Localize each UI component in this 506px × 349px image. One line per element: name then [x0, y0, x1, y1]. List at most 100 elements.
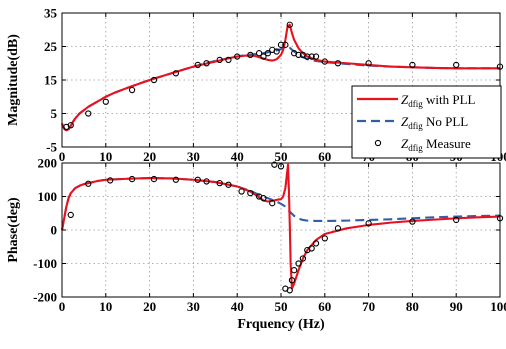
magnitude-measure-point [255, 50, 263, 57]
magnitude-measure-point [234, 53, 241, 60]
magnitude-measure-point [286, 21, 293, 28]
magnitude-ytick-label: 35 [44, 6, 58, 21]
phase-measure-point [128, 175, 136, 183]
legend: Zdfig with PLL Zdfig No PLL Zdfig Measur… [351, 85, 502, 159]
magnitude-xtick-label: 20 [143, 149, 156, 164]
phase-measure-point [288, 277, 296, 284]
magnitude-ytick-label: 5 [51, 106, 58, 121]
phase-xtick-label: 0 [59, 299, 66, 314]
magnitude-measure-point [67, 122, 74, 129]
phase-ytick-label: 0 [51, 223, 58, 238]
phase-series [60, 161, 504, 294]
phase-grid [62, 163, 500, 297]
magnitude-panel: -551525350102030405060708090100 Magnitud… [6, 6, 506, 165]
phase-measure-point [203, 178, 210, 185]
phase-xtick-label: 30 [187, 299, 200, 314]
phase-xtick-label: 60 [318, 299, 331, 314]
phase-measure-point [312, 240, 320, 247]
phase-xtick-label: 20 [143, 299, 156, 314]
phase-measure-point [172, 176, 180, 183]
magnitude-ytick-label: 25 [44, 39, 58, 54]
phase-measure-point [150, 175, 158, 183]
magnitude-ytick-label: -5 [46, 140, 57, 155]
phase-measure-point [286, 287, 293, 294]
magnitude-xtick-label: 10 [99, 149, 112, 164]
magnitude-measure-point [150, 76, 158, 84]
phase-ytick-label: -200 [33, 290, 57, 305]
phase-measure-point [299, 255, 307, 262]
phase-xtick-label: 10 [99, 299, 112, 314]
phase-ytick-label: 100 [38, 189, 58, 204]
phase-xtick-label: 50 [275, 299, 288, 314]
phase-measure-point [107, 177, 114, 184]
magnitude-xtick-label: 50 [275, 149, 288, 164]
phase-measure-point [290, 267, 298, 274]
phase-xtick-label: 40 [231, 299, 244, 314]
magnitude-measure-point [365, 60, 372, 67]
legend-marker-measure [374, 139, 382, 147]
magnitude-measure-point [128, 86, 136, 94]
magnitude-xtick-label: 0 [59, 149, 66, 164]
legend-label-measure: Zdfig Measure [401, 136, 471, 153]
phase-measure-point [334, 225, 342, 232]
phase-ytick-label: -100 [33, 256, 57, 271]
phase-measure-point [194, 176, 201, 183]
magnitude-measure-point [304, 53, 311, 60]
magnitude-xtick-label: 40 [231, 149, 244, 164]
phase-measure-point [308, 245, 315, 252]
magnitude-xtick-label: 30 [187, 149, 200, 164]
phase-xtick-label: 90 [450, 299, 463, 314]
magnitude-measure-point [194, 61, 201, 69]
phase-measure-point [409, 218, 416, 225]
magnitude-measure-point [453, 61, 460, 69]
legend-entry-measure: Zdfig Measure [374, 136, 471, 153]
magnitude-measure-point [264, 50, 272, 57]
magnitude-xtick-label: 60 [318, 149, 331, 164]
phase-ylabel: Phase(deg) [6, 197, 21, 263]
phase-measure-point [216, 179, 223, 187]
magnitude-measure-point [312, 53, 320, 60]
legend-label-with-pll: Zdfig with PLL [401, 92, 476, 109]
phase-measure-point [365, 220, 372, 227]
phase-measure-point [67, 211, 74, 219]
magnitude-measure-point [277, 41, 285, 48]
phase-xtick-label: 80 [406, 299, 419, 314]
phase-measure-point [453, 216, 460, 224]
magnitude-measure-point [102, 98, 109, 105]
phase-measure-point [271, 161, 278, 168]
magnitude-measure-point [216, 56, 223, 64]
magnitude-ytick-label: 15 [44, 73, 58, 88]
phase-xtick-label: 70 [362, 299, 375, 314]
magnitude-measure-point [308, 53, 315, 60]
phase-measure-point [260, 195, 267, 202]
phase-measure-point [238, 188, 245, 195]
phase-measure-point [85, 180, 92, 187]
legend-label-no-pll: Zdfig No PLL [401, 114, 468, 131]
legend-entry-with-pll: Zdfig with PLL [357, 92, 476, 109]
magnitude-measure-point [321, 58, 328, 65]
phase-measure-point [269, 200, 276, 207]
magnitude-series [61, 21, 504, 132]
phase-ytick-label: 200 [38, 156, 58, 171]
magnitude-measure-point [409, 61, 416, 69]
magnitude-measure-point [172, 70, 180, 77]
phase-measure-point [225, 181, 232, 188]
phase-measure-point [247, 189, 254, 197]
magnitude-measure-point [260, 53, 267, 60]
phase-measure-point [321, 235, 328, 242]
phase-panel: -200 -100 0 100 200 0 10 20 30 40 50 60 70 80 90 100 Ph… [6, 156, 506, 333]
phase-ticks: -200 -100 0 100 200 0 10 20 30 40 50 60 70 80 90 100 [33, 156, 506, 315]
legend-entry-no-pll: Zdfig No PLL [357, 114, 468, 131]
magnitude-measure-point [247, 51, 254, 59]
magnitude-measure-point [334, 60, 342, 67]
magnitude-measure-point [295, 51, 302, 59]
phase-xlabel: Frquency (Hz) [237, 317, 325, 332]
magnitude-measure-point [85, 110, 92, 117]
magnitude-ylabel: Magnitude(dB) [6, 34, 21, 126]
phase-measure-point [295, 260, 302, 267]
magnitude-measure-point [225, 56, 232, 64]
magnitude-measure-point [203, 60, 210, 67]
magnitude-measure-point [282, 41, 289, 48]
phase-xtick-label: 100 [490, 299, 506, 314]
